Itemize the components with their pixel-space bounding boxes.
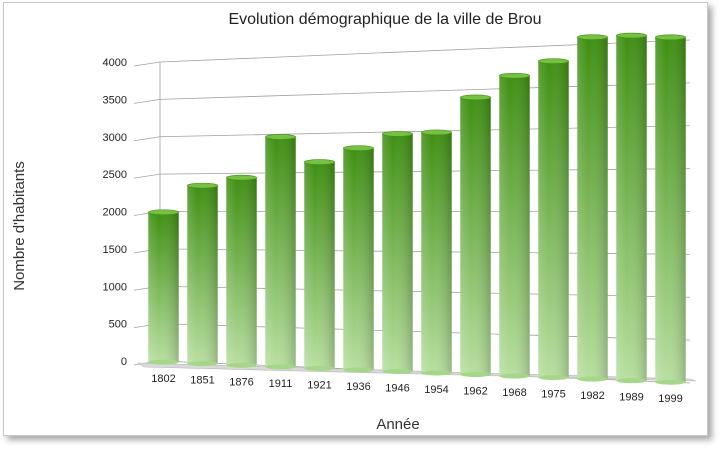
x-tick-label: 1946 (385, 382, 409, 394)
bar-base (187, 361, 218, 367)
bar-base (382, 368, 413, 374)
bar-cap (264, 134, 297, 140)
y-axis-title: Nombre d'habitants (11, 161, 28, 291)
y-tick-label: 3500 (103, 94, 127, 106)
x-tick-label: 1982 (580, 390, 604, 402)
bar-shade (577, 37, 608, 380)
bar-base (265, 364, 296, 370)
x-tick-label: 1962 (463, 386, 487, 398)
gridline (159, 39, 691, 63)
bar-base (460, 372, 491, 378)
y-tick-label: 1000 (103, 281, 127, 293)
y-tick-label: 1500 (103, 244, 127, 256)
bar-base (226, 362, 257, 368)
bars (147, 32, 687, 385)
bar-cap (537, 58, 570, 64)
bar-cap (459, 94, 492, 101)
x-tick-label: 1802 (151, 373, 175, 385)
x-tick-label: 1851 (190, 375, 214, 387)
gridline-side (133, 61, 161, 67)
bar-shade (616, 35, 647, 381)
bar-base (577, 376, 608, 382)
bar-cap (225, 174, 258, 181)
x-tick-label: 1975 (541, 389, 565, 401)
bar-base (655, 379, 686, 385)
bar-cap (420, 129, 453, 136)
bar-shade (148, 212, 179, 363)
gridline-side (133, 136, 161, 142)
x-tick-labels: 1802 1851 1876 1911 1921 1936 1946 1954 1962 1968… (151, 373, 682, 405)
gridline (159, 82, 691, 100)
x-tick-label: 1989 (619, 392, 643, 404)
bar-cap (342, 145, 375, 151)
bar-shade (538, 61, 569, 378)
y-tick-label: 0 (121, 356, 127, 368)
y-tick-labels: 0 500 1000 1500 2000 2500 3000 3500 4000 (103, 57, 127, 368)
bar-shade (499, 75, 530, 377)
x-tick-label: 1911 (269, 378, 293, 390)
bar-cap (303, 159, 336, 165)
bar-cap (381, 131, 414, 137)
bar-cap (654, 34, 687, 41)
bar-base (421, 370, 452, 376)
bar-cap (615, 32, 648, 39)
bar-shade (304, 162, 335, 369)
chart-floor (136, 362, 697, 382)
x-tick-label: 1968 (502, 387, 526, 399)
bar-cap (147, 209, 180, 216)
x-tick-label: 1921 (307, 379, 331, 391)
x-tick-label: 1876 (229, 376, 253, 388)
x-tick-label: 1999 (658, 393, 682, 405)
bar-cap (576, 34, 609, 40)
bar-shade (226, 177, 257, 366)
x-axis-title: Année (376, 416, 419, 433)
y-tick-label: 4000 (103, 57, 127, 69)
bar-shade (343, 148, 374, 370)
gridline-side (133, 173, 161, 179)
bar-shade (655, 37, 686, 383)
bar-base (304, 365, 335, 371)
y-tick-label: 2500 (103, 169, 127, 181)
x-tick-label: 1936 (346, 381, 370, 393)
chart-title: Evolution démographique de la ville de B… (228, 11, 541, 28)
bar-base (616, 378, 647, 384)
floor-slab (136, 362, 697, 382)
bar-shade (460, 97, 491, 375)
bar-cap (498, 72, 531, 79)
bar-cap (186, 182, 219, 189)
y-tick-label: 2000 (103, 207, 127, 219)
bar-shade (187, 185, 218, 364)
bar-shade (382, 133, 413, 372)
bar-shade (265, 136, 296, 367)
bar-base (148, 359, 179, 365)
bar-shade (421, 132, 452, 373)
bar-base (343, 367, 374, 373)
x-tick-label: 1954 (424, 384, 448, 396)
y-tick-label: 3000 (103, 132, 127, 144)
gridline-side (133, 98, 161, 104)
bar-base (538, 375, 569, 381)
y-tick-label: 500 (109, 319, 127, 331)
bar-base (499, 373, 530, 379)
